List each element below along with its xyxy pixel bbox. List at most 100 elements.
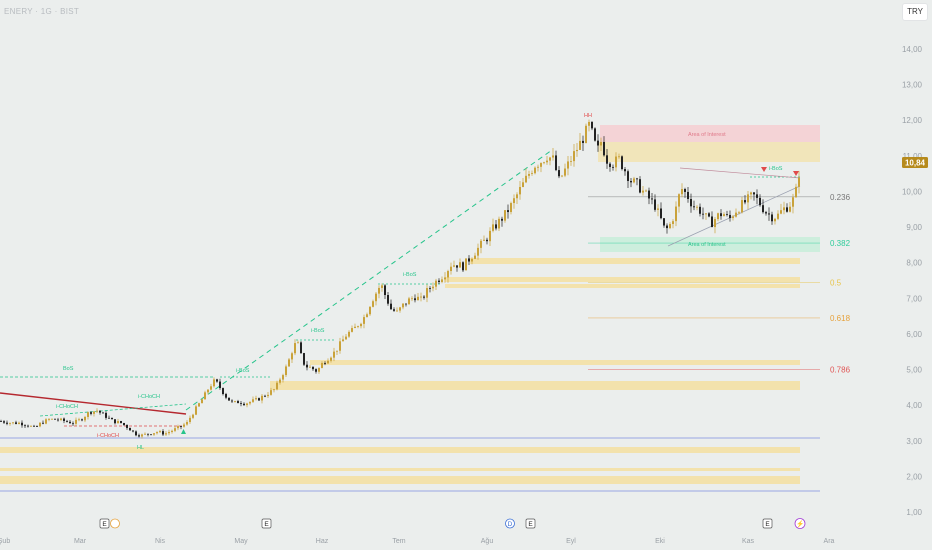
candle-body	[231, 400, 233, 402]
candle-body	[408, 298, 410, 305]
candle-body	[738, 212, 740, 214]
svg-text:E: E	[264, 521, 269, 528]
candle-body	[558, 170, 560, 177]
candle-body	[765, 212, 767, 214]
ibos-label-2: i-BoS	[311, 328, 325, 334]
candle-body	[435, 280, 437, 287]
candle-body	[327, 360, 329, 364]
candle-body	[573, 151, 575, 162]
candle-body	[762, 205, 764, 213]
candle-body	[132, 430, 134, 432]
candle-body	[90, 412, 92, 414]
currency-button[interactable]: TRY	[902, 3, 928, 21]
candle-body	[291, 353, 293, 360]
candle-body	[285, 366, 287, 376]
candle-body	[564, 168, 566, 176]
structure-lines	[0, 149, 801, 427]
candle-body	[504, 210, 506, 221]
candle-body	[246, 403, 248, 406]
candle-body	[585, 125, 587, 144]
candle-body	[600, 141, 602, 146]
fib-label: 0.618	[830, 314, 851, 323]
price-tick-label: 2,00	[906, 472, 922, 481]
candle-body	[483, 239, 485, 241]
candle-body	[465, 258, 467, 271]
candle-body	[675, 206, 677, 222]
supply-zone	[598, 142, 820, 162]
candle-body	[321, 363, 323, 368]
candle-body	[99, 410, 101, 413]
hh-label: HH	[584, 113, 592, 119]
candle-body	[555, 155, 557, 171]
candle-body	[84, 416, 86, 421]
candle-body	[702, 213, 704, 215]
trend-line-red	[0, 392, 187, 415]
demand-zone-1	[470, 258, 800, 264]
price-tick-label: 6,00	[906, 330, 922, 339]
candle-body	[432, 286, 434, 289]
candle-body	[693, 206, 695, 208]
candle-body	[777, 213, 779, 219]
candle-body	[237, 401, 239, 404]
price-axis[interactable]: 14,00 13,00 12,00 11,00 10,00 9,00 8,00 7,00 6,0…	[902, 45, 923, 517]
candle-body	[48, 419, 50, 420]
candle-body	[174, 428, 176, 431]
candle-body	[471, 258, 473, 262]
candle-body	[54, 418, 56, 420]
candle-body	[630, 180, 632, 183]
candle-body	[357, 326, 359, 327]
candle-body	[648, 190, 650, 199]
candle-body	[264, 395, 266, 397]
candle-body	[606, 155, 608, 164]
candle-body	[342, 339, 344, 342]
ibos-label-3: i-BoS	[403, 272, 417, 278]
price-tick-label: 1,00	[906, 508, 922, 517]
candle-body	[609, 163, 611, 167]
candle-body	[33, 425, 35, 427]
candle-body	[747, 194, 749, 203]
candle-body	[273, 389, 275, 391]
candle-body	[711, 216, 713, 228]
candle-body	[786, 207, 788, 212]
candle-body	[570, 161, 572, 162]
time-tick-label: Eki	[655, 538, 665, 545]
candle-body	[111, 417, 113, 420]
candle-body	[201, 399, 203, 404]
candle-body	[378, 287, 380, 294]
candle-body	[168, 432, 170, 434]
time-tick-label: Ara	[824, 538, 835, 545]
demand-zone-2	[445, 277, 800, 282]
price-tick-label: 5,00	[906, 366, 922, 375]
candle-body	[411, 298, 413, 300]
svg-text:E: E	[528, 521, 533, 528]
candle-body	[81, 419, 83, 421]
fib-label: 0.786	[830, 366, 851, 375]
candle-body	[39, 422, 41, 427]
candle-body	[258, 398, 260, 401]
candle-body	[507, 210, 509, 213]
signal-markers	[181, 167, 799, 434]
candle-body	[720, 213, 722, 217]
time-axis[interactable]: Şub Mar Nis May Haz Tem Ağu Eyl Eki Kas Ara	[0, 538, 835, 545]
candle-body	[495, 224, 497, 229]
event-markers[interactable]: E E D E E ⚡	[99, 518, 806, 529]
candle-body	[708, 213, 710, 217]
candle-body	[405, 303, 407, 305]
candle-body	[144, 433, 146, 435]
symbol-title: ENERY · 1G · BIST	[4, 7, 80, 16]
candle-body	[501, 218, 503, 221]
candle-body	[399, 307, 401, 311]
candle-body	[312, 366, 314, 370]
candle-body	[612, 166, 614, 168]
candle-body	[315, 369, 317, 372]
candle-body	[351, 328, 353, 332]
ichoch-label-1: i-CHoCH	[56, 404, 78, 410]
bos-label: BoS	[63, 366, 74, 372]
candle-body	[303, 353, 305, 365]
candle-body	[207, 389, 209, 393]
candle-body	[750, 192, 752, 195]
candle-body	[114, 419, 116, 424]
fib-label: 0.382	[830, 239, 851, 248]
candle-body	[123, 422, 125, 426]
